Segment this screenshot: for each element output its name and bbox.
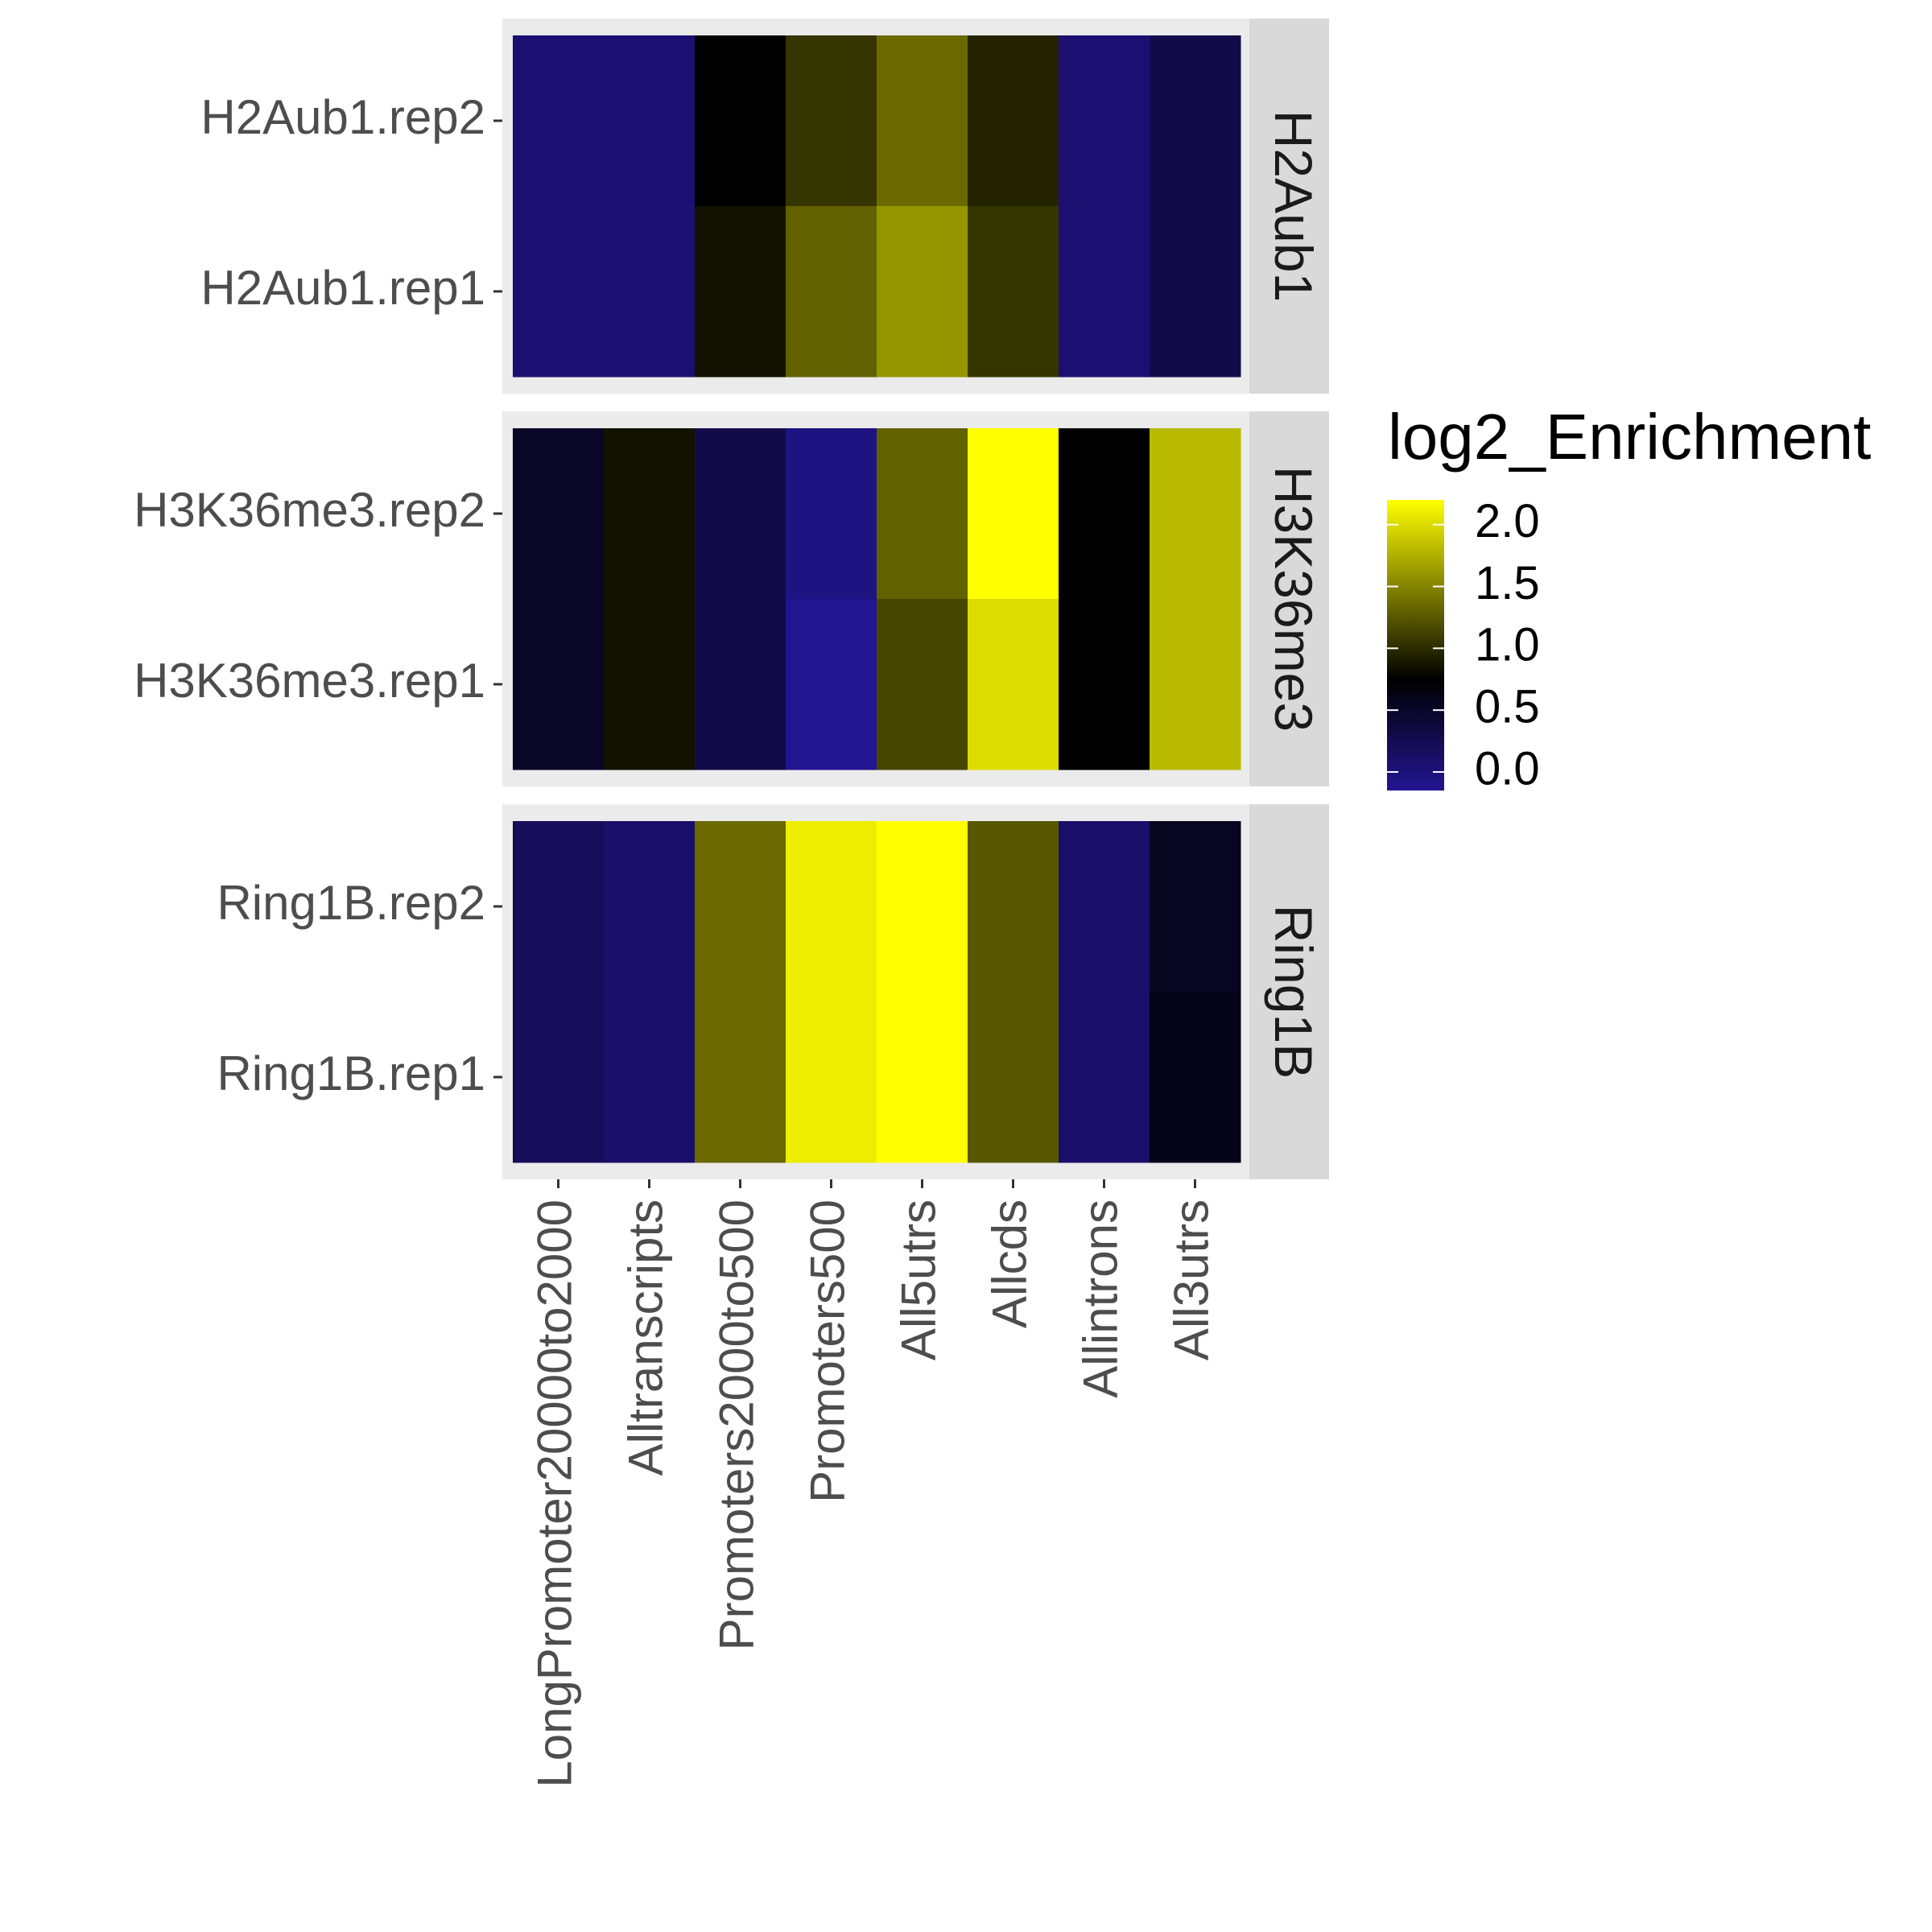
facet-panel-H2Aub1: H2Aub1 H2Aub1.rep2 H2Aub1.rep1 xyxy=(200,19,1329,394)
facet-panel-H3K36me3: H3K36me3 H3K36me3.rep2 H3K36me3.rep1 xyxy=(134,411,1329,786)
heatmap-tile xyxy=(786,599,877,770)
heatmap-tile xyxy=(1059,992,1150,1163)
facet-strip xyxy=(1249,19,1329,394)
heatmap-tile xyxy=(968,992,1059,1163)
legend: log2_Enrichment 2.0 1.5 1.0 0.5 0.0 xyxy=(1387,401,1871,795)
heatmap-tile xyxy=(1059,206,1150,378)
heatmap-tile xyxy=(695,992,786,1163)
x-tick-label: Allintrons xyxy=(1073,1199,1127,1398)
heatmap-tile xyxy=(604,428,696,600)
heatmap-tile xyxy=(1059,35,1150,207)
heatmap-tile xyxy=(786,428,877,600)
heatmap-tile xyxy=(786,821,877,993)
facet-strip-label: Ring1B xyxy=(1264,905,1323,1079)
heatmap-tile xyxy=(513,992,605,1163)
legend-title: log2_Enrichment xyxy=(1388,401,1871,473)
legend-tick-label: 0.5 xyxy=(1475,680,1540,733)
heatmap-tile xyxy=(1150,35,1241,207)
heatmap-tile xyxy=(877,206,968,378)
y-tick-label: Ring1B.rep2 xyxy=(217,876,485,930)
y-tick-label: H3K36me3.rep2 xyxy=(134,483,485,537)
x-tick-label: All5utrs xyxy=(891,1199,945,1360)
facet-strip-label: H3K36me3 xyxy=(1264,466,1323,732)
heatmap-tile xyxy=(604,35,696,207)
heatmap-tile xyxy=(604,821,696,993)
legend-colorbar xyxy=(1387,500,1444,791)
facet-strip xyxy=(1249,411,1329,786)
heatmap-tile xyxy=(968,821,1059,993)
legend-tick-label: 0.0 xyxy=(1475,742,1540,795)
heatmap-tile xyxy=(968,35,1059,207)
heatmap-tile xyxy=(1150,821,1241,993)
heatmap-tile xyxy=(1150,428,1241,600)
heatmap-tile xyxy=(695,428,786,600)
heatmap-tile xyxy=(513,599,605,770)
heatmap-tile xyxy=(1059,821,1150,993)
heatmap-tile xyxy=(513,428,605,600)
heatmap-tile xyxy=(877,599,968,770)
heatmap-tile xyxy=(1059,428,1150,600)
heatmap-tile xyxy=(695,35,786,207)
heatmap-tile xyxy=(513,821,605,993)
y-tick-label: Ring1B.rep1 xyxy=(217,1046,485,1100)
x-tick-label: Allcds xyxy=(982,1199,1036,1328)
heatmap-tile xyxy=(695,599,786,770)
legend-tick-label: 2.0 xyxy=(1475,495,1540,547)
facet-panel-Ring1B: Ring1B Ring1B.rep2 Ring1B.rep1 xyxy=(217,804,1329,1179)
heatmap-tile xyxy=(786,35,877,207)
legend-tick-label: 1.0 xyxy=(1475,619,1540,671)
heatmap-tile xyxy=(513,35,605,207)
heatmap-tile xyxy=(877,992,968,1163)
heatmap-tile xyxy=(604,206,696,378)
x-axis: LongPromoter20000to2000 Alltranscripts Pro… xyxy=(527,1179,1218,1788)
facet-panels: H2Aub1H2Aub1.rep2H2Aub1.rep1H3K36me3H3K3… xyxy=(134,19,1329,1179)
facet-strip xyxy=(1249,804,1329,1179)
heatmap-tile xyxy=(604,599,696,770)
legend-tick-label: 1.5 xyxy=(1475,557,1540,609)
y-tick-label: H2Aub1.rep1 xyxy=(200,261,485,315)
heatmap-tile xyxy=(695,206,786,378)
heatmap-tile xyxy=(786,992,877,1163)
heatmap-tile xyxy=(604,992,696,1163)
x-tick-label: LongPromoter20000to2000 xyxy=(527,1199,581,1788)
heatmap-tile xyxy=(1150,992,1241,1163)
heatmap-tile xyxy=(968,428,1059,600)
heatmap-tile xyxy=(877,821,968,993)
heatmap-tile xyxy=(1150,206,1241,378)
x-tick-label: Promoters2000to500 xyxy=(709,1199,763,1650)
heatmap-tile xyxy=(695,821,786,993)
heatmap-tile xyxy=(877,428,968,600)
x-tick-label: Promoters500 xyxy=(800,1199,854,1503)
heatmap-tile xyxy=(1059,599,1150,770)
heatmap-tile xyxy=(968,206,1059,378)
x-tick-label: Alltranscripts xyxy=(618,1199,672,1476)
y-tick-label: H2Aub1.rep2 xyxy=(200,90,485,144)
y-tick-label: H3K36me3.rep1 xyxy=(134,654,485,708)
facet-strip-label: H2Aub1 xyxy=(1264,110,1323,303)
heatmap-tile xyxy=(1150,599,1241,770)
heatmap-tile xyxy=(877,35,968,207)
heatmap-tile xyxy=(786,206,877,378)
heatmap-tile xyxy=(968,599,1059,770)
x-tick-label: All3utrs xyxy=(1164,1199,1218,1360)
heatmap-tile xyxy=(513,206,605,378)
